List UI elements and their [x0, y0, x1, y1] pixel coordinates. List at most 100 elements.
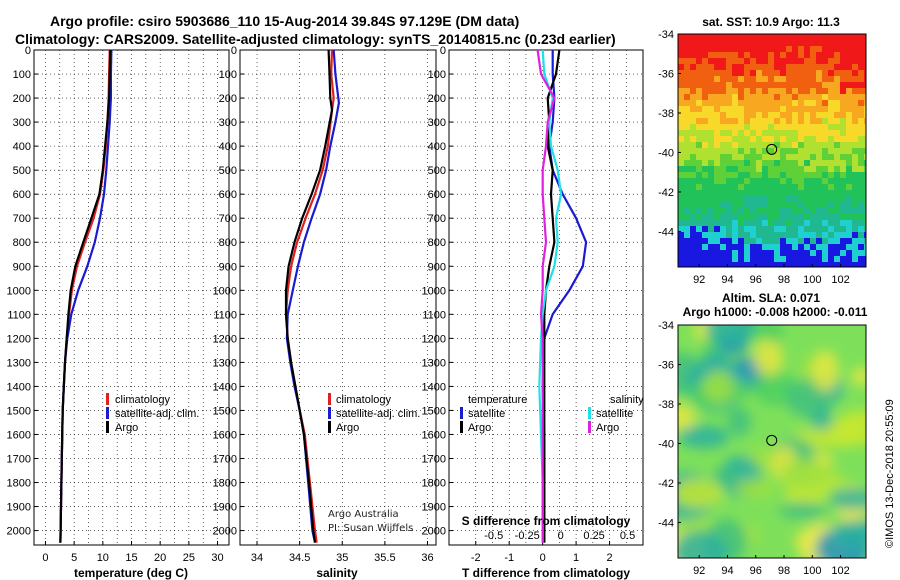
- sst-cell: [744, 142, 750, 148]
- sst-cell: [774, 232, 780, 238]
- sst-cell: [684, 202, 690, 208]
- sla-blob: [678, 425, 730, 449]
- sst-cell: [834, 238, 840, 244]
- sst-cell: [834, 250, 840, 256]
- sla-blob: [780, 458, 831, 490]
- sst-cell: [852, 178, 858, 184]
- sst-cell: [702, 58, 708, 64]
- sst-cell: [732, 46, 738, 52]
- sst-cell: [768, 112, 774, 118]
- sst-cell: [834, 82, 840, 88]
- sst-cell: [696, 118, 702, 124]
- sst-cell: [756, 250, 762, 256]
- sst-cell: [810, 172, 816, 178]
- sst-cell: [816, 148, 822, 154]
- sst-cell: [768, 34, 774, 40]
- sst-cell: [822, 166, 828, 172]
- y-tick-label: 1100: [213, 309, 237, 321]
- sst-cell: [720, 256, 726, 262]
- sst-cell: [774, 88, 780, 94]
- sst-cell: [762, 100, 768, 106]
- sst-cell: [756, 94, 762, 100]
- sst-cell: [810, 124, 816, 130]
- sst-cell: [762, 34, 768, 40]
- sst-cell: [858, 226, 864, 232]
- sst-cell: [696, 76, 702, 82]
- sst-cell: [798, 208, 804, 214]
- sst-cell: [864, 250, 866, 256]
- legend-label-climatology: climatology: [115, 394, 171, 406]
- sst-cell: [846, 154, 852, 160]
- sst-cell: [756, 220, 762, 226]
- y-tick-label: 800: [428, 237, 446, 249]
- sst-cell: [738, 256, 744, 262]
- sst-cell: [822, 88, 828, 94]
- sst-cell: [792, 226, 798, 232]
- sst-cell: [858, 94, 864, 100]
- sst-cell: [840, 58, 846, 64]
- sst-cell: [804, 232, 810, 238]
- sst-cell: [840, 202, 846, 208]
- sst-cell: [858, 184, 864, 190]
- sst-cell: [684, 94, 690, 100]
- sst-cell: [678, 208, 684, 214]
- sst-cell: [786, 232, 792, 238]
- sst-cell: [738, 226, 744, 232]
- sst-cell: [738, 70, 744, 76]
- sst-cell: [696, 208, 702, 214]
- sst-cell: [690, 250, 696, 256]
- y-tick-label: 2000: [422, 526, 446, 538]
- sst-cell: [804, 220, 810, 226]
- y-tick-label: 1000: [7, 285, 31, 297]
- sst-cell: [786, 214, 792, 220]
- sst-cell: [864, 214, 866, 220]
- sst-cell: [804, 40, 810, 46]
- sst-cell: [852, 100, 858, 106]
- sst-cell: [726, 136, 732, 142]
- sst-cell: [798, 142, 804, 148]
- sst-cell: [864, 262, 866, 267]
- sst-cell: [684, 46, 690, 52]
- sst-cell: [690, 76, 696, 82]
- map-x-tick-label: 92: [693, 274, 705, 286]
- y-tick-label: 1400: [7, 381, 31, 393]
- sst-cell: [864, 106, 866, 112]
- series-line-argo: [59, 49, 112, 543]
- sst-cell: [786, 244, 792, 250]
- sst-cell: [762, 208, 768, 214]
- sst-cell: [840, 244, 846, 250]
- sla-blob: [778, 502, 827, 520]
- sst-cell: [720, 130, 726, 136]
- sst-cell: [726, 82, 732, 88]
- sst-cell: [786, 136, 792, 142]
- sst-cell: [804, 202, 810, 208]
- sst-cell: [828, 226, 834, 232]
- sst-cell: [840, 226, 846, 232]
- y-tick-label: 900: [428, 261, 446, 273]
- sst-cell: [786, 82, 792, 88]
- sst-cell: [774, 226, 780, 232]
- sst-cell: [756, 106, 762, 112]
- sst-cell: [762, 226, 768, 232]
- sst-cell: [858, 166, 864, 172]
- sst-cell: [762, 52, 768, 58]
- sst-cell: [684, 58, 690, 64]
- map-x-tick-label: 98: [778, 274, 790, 286]
- sst-cell: [792, 76, 798, 82]
- sla-map: [678, 325, 866, 558]
- sst-cell: [708, 52, 714, 58]
- sst-cell: [732, 184, 738, 190]
- sst-cell: [738, 94, 744, 100]
- sst-cell: [732, 250, 738, 256]
- sst-cell: [852, 202, 858, 208]
- x-tick-label: 5: [71, 552, 77, 564]
- sst-cell: [714, 184, 720, 190]
- sst-cell: [750, 190, 756, 196]
- sst-cell: [840, 112, 846, 118]
- sst-cell: [858, 124, 864, 130]
- sst-cell: [678, 124, 684, 130]
- sst-cell: [732, 136, 738, 142]
- sst-cell: [864, 160, 866, 166]
- sst-cell: [738, 40, 744, 46]
